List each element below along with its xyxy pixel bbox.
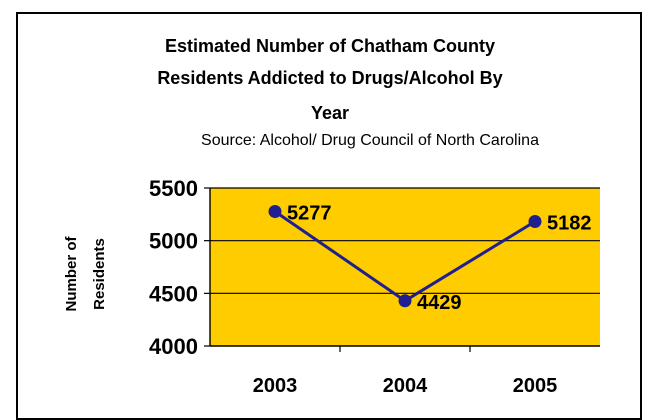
chart-subtitle: Source: Alcohol/ Drug Council of North C… bbox=[201, 132, 539, 149]
chart-title-line-2: Residents Addicted to Drugs/Alcohol By bbox=[157, 68, 503, 88]
labels-layer: 5277 4429 5182 bbox=[287, 202, 592, 313]
series-layer bbox=[268, 204, 542, 308]
plot-background bbox=[210, 188, 600, 346]
data-point bbox=[528, 214, 542, 228]
data-label: 5182 bbox=[547, 212, 592, 234]
y-tick-label: 4500 bbox=[149, 281, 198, 306]
data-point bbox=[268, 204, 282, 218]
axes: 4000 4500 5000 5500 2003 2004 2005 bbox=[149, 176, 600, 397]
y-axis-label-line-2: Residents bbox=[91, 238, 108, 310]
y-tick-label: 5500 bbox=[149, 176, 198, 201]
y-tick-label: 5000 bbox=[149, 229, 198, 254]
chart-title-line-1: Estimated Number of Chatham County bbox=[164, 36, 496, 56]
y-tick-label: 4000 bbox=[149, 334, 198, 359]
x-tick-label: 2003 bbox=[253, 375, 298, 397]
x-tick-label: 2004 bbox=[383, 375, 428, 397]
chart-title-line-3: Year bbox=[310, 103, 350, 123]
data-point bbox=[398, 294, 412, 308]
data-label: 5277 bbox=[287, 202, 332, 224]
x-tick-label: 2005 bbox=[513, 375, 558, 397]
gridlines bbox=[210, 187, 600, 294]
data-label: 4429 bbox=[417, 292, 462, 314]
y-axis-label-line-1: Number of bbox=[63, 235, 80, 311]
plot-area bbox=[210, 188, 600, 346]
